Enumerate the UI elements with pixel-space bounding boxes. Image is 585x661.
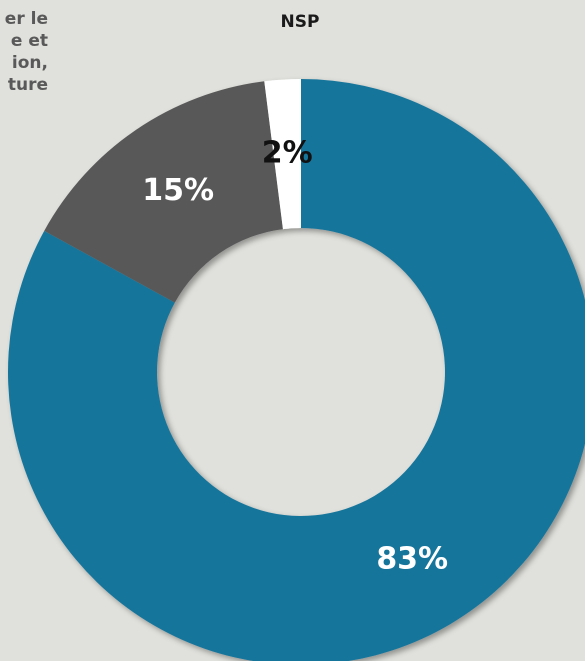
value-label: 2%: [262, 135, 313, 170]
slice: [8, 79, 585, 661]
slice: [264, 79, 301, 230]
value-label: 83%: [376, 542, 448, 577]
category-label: e et: [11, 31, 48, 51]
category-label: NSP: [281, 12, 320, 32]
category-label: er le: [5, 9, 48, 29]
slices: [8, 79, 585, 661]
category-label: ture: [8, 75, 48, 95]
category-label: ion,: [12, 53, 48, 73]
slice: [44, 81, 283, 303]
value-label: 15%: [142, 173, 214, 208]
